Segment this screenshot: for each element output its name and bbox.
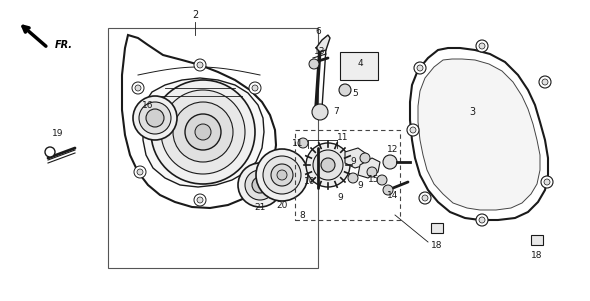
Text: 7: 7 — [333, 107, 339, 116]
Circle shape — [414, 62, 426, 74]
Circle shape — [544, 179, 550, 185]
Text: 11: 11 — [292, 139, 304, 148]
Circle shape — [348, 173, 358, 183]
Bar — [108, 28, 318, 268]
Circle shape — [252, 177, 268, 193]
Bar — [295, 130, 400, 220]
Circle shape — [245, 170, 275, 200]
Circle shape — [45, 147, 55, 157]
Circle shape — [137, 169, 143, 175]
Circle shape — [197, 62, 203, 68]
Circle shape — [146, 109, 164, 127]
Circle shape — [277, 170, 287, 180]
Circle shape — [194, 194, 206, 206]
Circle shape — [377, 175, 387, 185]
Circle shape — [321, 158, 335, 172]
Text: 9: 9 — [350, 157, 356, 166]
Circle shape — [383, 185, 393, 195]
Text: 3: 3 — [469, 107, 475, 117]
Polygon shape — [410, 48, 548, 220]
Circle shape — [133, 96, 177, 140]
Circle shape — [249, 166, 261, 178]
Circle shape — [541, 176, 553, 188]
Circle shape — [476, 40, 488, 52]
Circle shape — [263, 156, 301, 194]
Text: 19: 19 — [53, 129, 64, 138]
Circle shape — [197, 197, 203, 203]
Circle shape — [407, 124, 419, 136]
Circle shape — [256, 149, 308, 201]
Circle shape — [419, 192, 431, 204]
Bar — [340, 52, 378, 80]
Text: 9: 9 — [357, 181, 363, 190]
Circle shape — [410, 127, 416, 133]
Circle shape — [139, 102, 171, 134]
Text: 10: 10 — [304, 178, 316, 187]
Circle shape — [134, 166, 146, 178]
Text: 15: 15 — [368, 175, 380, 185]
Polygon shape — [316, 35, 330, 52]
Circle shape — [476, 214, 488, 226]
Circle shape — [479, 217, 485, 223]
Circle shape — [312, 104, 328, 120]
Circle shape — [252, 85, 258, 91]
Circle shape — [135, 85, 141, 91]
Circle shape — [367, 167, 377, 177]
Circle shape — [339, 84, 351, 96]
Circle shape — [185, 114, 221, 150]
Circle shape — [417, 65, 423, 71]
Text: 18: 18 — [431, 240, 442, 250]
Bar — [531, 235, 543, 245]
Circle shape — [252, 169, 258, 175]
Circle shape — [271, 164, 293, 186]
Text: 4: 4 — [357, 58, 363, 67]
Circle shape — [422, 195, 428, 201]
Text: 8: 8 — [299, 210, 305, 219]
Polygon shape — [122, 35, 276, 208]
Text: 16: 16 — [142, 101, 154, 110]
Circle shape — [151, 80, 255, 184]
Circle shape — [360, 153, 370, 163]
Text: 2: 2 — [192, 10, 198, 20]
Circle shape — [539, 76, 551, 88]
Text: 13: 13 — [314, 48, 326, 57]
Text: 5: 5 — [352, 88, 358, 98]
Circle shape — [173, 102, 233, 162]
Circle shape — [249, 82, 261, 94]
Circle shape — [313, 150, 343, 180]
Circle shape — [309, 59, 319, 69]
Text: 6: 6 — [315, 27, 321, 36]
Bar — [431, 223, 443, 233]
Text: FR.: FR. — [55, 40, 73, 50]
Circle shape — [238, 163, 282, 207]
Text: 18: 18 — [531, 250, 543, 259]
Circle shape — [383, 155, 397, 169]
Polygon shape — [345, 148, 368, 168]
Polygon shape — [358, 158, 380, 178]
Text: 21: 21 — [254, 203, 266, 213]
Text: 20: 20 — [276, 200, 288, 209]
Circle shape — [195, 124, 211, 140]
Circle shape — [298, 138, 308, 148]
Circle shape — [542, 79, 548, 85]
Circle shape — [194, 59, 206, 71]
Text: 14: 14 — [387, 191, 399, 200]
Circle shape — [479, 43, 485, 49]
Text: 12: 12 — [387, 145, 399, 154]
Circle shape — [132, 82, 144, 94]
Polygon shape — [143, 78, 264, 187]
Polygon shape — [418, 59, 540, 210]
Circle shape — [306, 143, 350, 187]
Circle shape — [161, 90, 245, 174]
Text: 9: 9 — [337, 194, 343, 203]
Text: 11: 11 — [337, 134, 349, 142]
